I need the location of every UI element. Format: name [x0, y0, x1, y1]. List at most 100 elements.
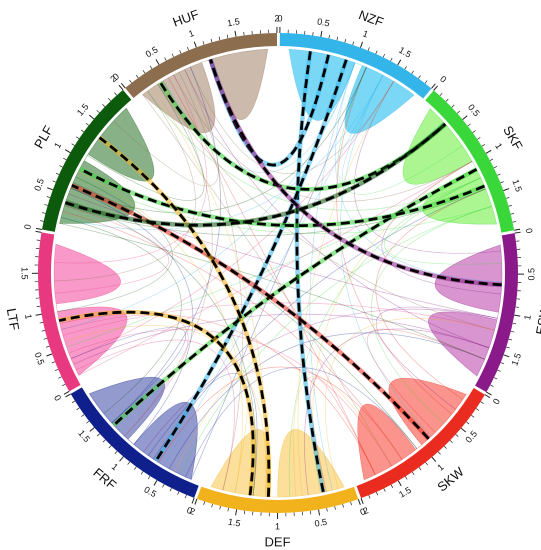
link-def-plf	[66, 199, 257, 496]
self-link-notch	[320, 65, 359, 159]
tick-label: 1	[187, 28, 195, 39]
tick-mark	[89, 114, 95, 120]
link-skw-def	[309, 377, 376, 492]
tick-mark	[514, 228, 521, 231]
tick-mark	[489, 158, 494, 161]
segment-huf	[125, 33, 278, 98]
tick-label: 0	[185, 505, 193, 516]
highlighted-link-esw-huf	[209, 58, 502, 287]
link-esw-skw	[367, 328, 485, 433]
link-frf-ltf	[70, 327, 186, 424]
self-link-layer	[53, 48, 503, 498]
tick-mark	[76, 136, 80, 139]
tick-label: 0.5	[314, 517, 328, 529]
link-esw-def	[304, 328, 490, 495]
tick-mark	[475, 408, 480, 411]
self-link-notch	[203, 62, 240, 158]
link-esw-plf	[59, 222, 485, 360]
tick-label: 1	[52, 141, 63, 150]
highlighted-link-skf-huf	[159, 81, 447, 191]
tick-mark	[42, 212, 46, 214]
tick-label: 0.5	[466, 102, 482, 118]
tick-mark	[397, 59, 402, 66]
tick-mark	[59, 165, 63, 168]
tick-label: 2	[188, 506, 196, 517]
tick-label: 1	[23, 313, 34, 320]
tick-mark	[169, 487, 172, 492]
tick-mark	[462, 115, 468, 121]
tick-mark	[202, 41, 205, 45]
tick-mark	[54, 368, 59, 372]
self-link-notch	[273, 396, 278, 495]
segment-label-plf: PLF	[31, 123, 56, 151]
self-link-nzf	[288, 48, 415, 134]
tick-mark	[218, 36, 221, 41]
segment-ltf	[38, 232, 81, 392]
highlighted-link-nzf-def	[295, 51, 325, 493]
tick-mark	[140, 471, 144, 475]
tick-mark	[142, 70, 146, 74]
tick-mark	[43, 337, 48, 340]
tick-mark	[512, 221, 517, 223]
tick-mark	[58, 376, 62, 379]
tick-label: 1	[361, 28, 369, 39]
tick-mark	[64, 149, 71, 154]
tick-mark	[47, 187, 54, 191]
link-layer	[54, 62, 502, 497]
link-skf-esw	[384, 177, 502, 265]
tick-mark	[194, 498, 198, 505]
self-link-ltf	[53, 243, 128, 376]
tick-mark	[360, 41, 364, 48]
tick-mark	[497, 173, 501, 176]
tick-mark	[102, 439, 106, 443]
link-skf-skw	[371, 205, 492, 424]
tick-label: 1.5	[227, 517, 241, 529]
tick-mark	[451, 104, 455, 108]
link-skf-huf	[173, 74, 473, 202]
highlighted-link-skf-frf	[112, 168, 478, 427]
tick-mark	[383, 488, 386, 492]
tick-mark	[411, 471, 415, 476]
tick-mark	[155, 59, 160, 65]
tick-mark	[320, 30, 323, 37]
segment-def	[196, 486, 359, 513]
tick-mark	[515, 306, 520, 308]
tick-mark	[357, 498, 361, 505]
link-skf-ltf	[66, 177, 481, 348]
tick-mark	[397, 480, 402, 487]
tick-mark	[481, 144, 485, 147]
tick-mark	[367, 47, 370, 51]
tick-mark	[360, 497, 364, 504]
link-nzf-plf	[70, 67, 367, 214]
tick-label: 0	[359, 506, 367, 517]
tick-mark	[460, 427, 467, 433]
tick-mark	[71, 400, 76, 404]
tick-mark	[46, 196, 51, 198]
tick-mark	[227, 507, 229, 512]
tick-label: 0	[22, 223, 33, 230]
tick-mark	[51, 361, 56, 364]
tick-mark	[162, 484, 165, 488]
link-skf-esw	[381, 161, 502, 295]
link-plf-huf	[113, 69, 219, 187]
link-esw-huf	[157, 83, 495, 331]
tick-label: 0.5	[316, 16, 330, 28]
tick-mark	[179, 50, 182, 54]
tick-mark	[63, 390, 70, 395]
tick-mark	[235, 509, 238, 516]
tick-mark	[108, 98, 111, 102]
link-nzf-ltf	[70, 81, 395, 359]
tick-label: 0	[438, 74, 448, 85]
tick-mark	[153, 480, 158, 486]
tick-label: 1	[275, 521, 280, 531]
tick-mark	[149, 65, 153, 69]
highlighted-link-nzf-frf	[154, 59, 348, 462]
tick-mark	[52, 180, 56, 183]
link-nzf-frf	[190, 67, 367, 480]
self-link-plf	[59, 107, 155, 224]
tick-label: 1.5	[226, 16, 240, 28]
tick-mark	[510, 330, 515, 333]
link-esw-plf	[68, 193, 498, 319]
tick-mark	[443, 445, 447, 449]
tick-mark	[456, 110, 461, 114]
